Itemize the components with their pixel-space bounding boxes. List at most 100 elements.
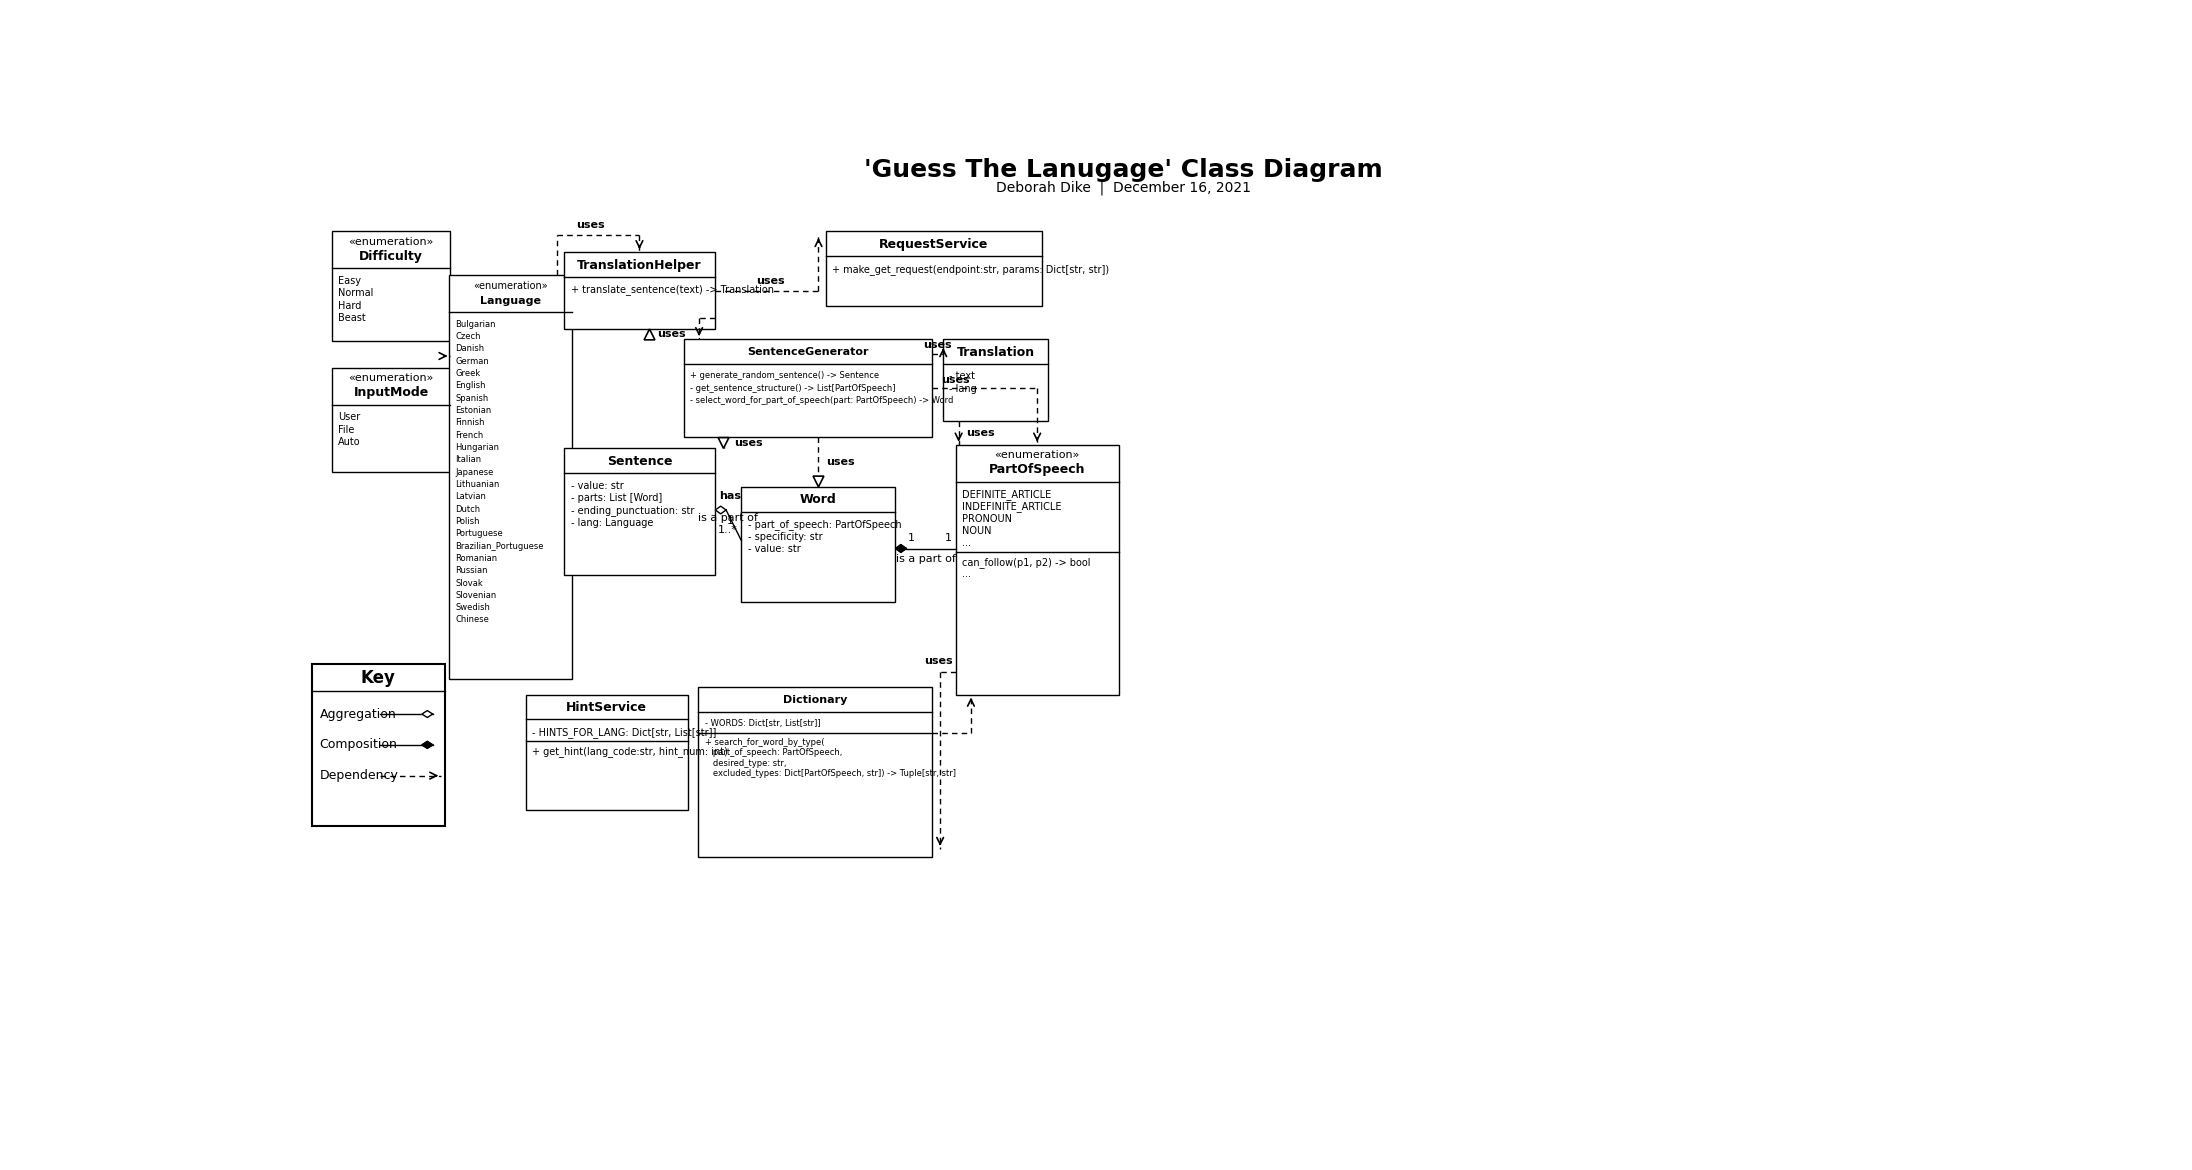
- Bar: [956, 445, 1118, 695]
- Text: DEFINITE_ARTICLE: DEFINITE_ARTICLE: [962, 489, 1050, 500]
- Text: Normal: Normal: [338, 288, 373, 298]
- Text: Sentence: Sentence: [607, 455, 673, 468]
- Text: uses: uses: [826, 456, 855, 467]
- Text: Chinese: Chinese: [456, 615, 489, 625]
- Text: Finnish: Finnish: [456, 419, 484, 427]
- Text: is a part of: is a part of: [897, 555, 956, 564]
- Bar: [526, 695, 688, 811]
- Text: Composition: Composition: [320, 738, 397, 751]
- Text: 1: 1: [907, 532, 914, 543]
- Polygon shape: [644, 329, 655, 339]
- Text: - ending_punctuation: str: - ending_punctuation: str: [570, 505, 695, 516]
- Text: - HINTS_FOR_LANG: Dict[str, List[str]]: - HINTS_FOR_LANG: Dict[str, List[str]]: [533, 727, 717, 738]
- Text: InputMode: InputMode: [353, 386, 430, 399]
- Text: uses: uses: [940, 376, 969, 385]
- Text: Dependency: Dependency: [320, 769, 399, 783]
- Text: 'Guess The Lanugage' Class Diagram: 'Guess The Lanugage' Class Diagram: [864, 158, 1383, 181]
- Text: uses: uses: [925, 656, 954, 666]
- Text: Beast: Beast: [338, 312, 366, 323]
- Text: PRONOUN: PRONOUN: [962, 514, 1013, 524]
- Text: ...: ...: [962, 570, 971, 579]
- Text: ...: ...: [962, 538, 971, 549]
- Text: + generate_random_sentence() -> Sentence: + generate_random_sentence() -> Sentence: [690, 371, 879, 380]
- Text: Brazilian_Portuguese: Brazilian_Portuguese: [456, 542, 544, 551]
- Text: Dictionary: Dictionary: [783, 695, 848, 706]
- Bar: [331, 367, 449, 472]
- Text: «enumeration»: «enumeration»: [349, 373, 434, 384]
- Text: Hungarian: Hungarian: [456, 443, 500, 452]
- Text: Greek: Greek: [456, 369, 480, 378]
- Text: «enumeration»: «enumeration»: [995, 450, 1081, 460]
- Text: Bulgarian: Bulgarian: [456, 319, 495, 329]
- Text: INDEFINITE_ARTICLE: INDEFINITE_ARTICLE: [962, 502, 1061, 512]
- Text: Hard: Hard: [338, 301, 362, 310]
- Text: Latvian: Latvian: [456, 493, 487, 501]
- Text: File: File: [338, 425, 355, 434]
- Text: can_follow(p1, p2) -> bool: can_follow(p1, p2) -> bool: [962, 557, 1089, 567]
- Text: Dutch: Dutch: [456, 504, 480, 514]
- Text: - select_word_for_part_of_speech(part: PartOfSpeech) -> Word: - select_word_for_part_of_speech(part: P…: [690, 395, 954, 405]
- Text: - lang: Language: - lang: Language: [570, 517, 653, 528]
- Text: - lang: - lang: [949, 384, 978, 394]
- Text: has: has: [719, 491, 741, 501]
- Text: + get_hint(lang_code:str, hint_num: int): + get_hint(lang_code:str, hint_num: int): [533, 745, 728, 757]
- Text: Word: Word: [800, 494, 837, 507]
- Text: User: User: [338, 412, 359, 422]
- Text: «enumeration»: «enumeration»: [473, 281, 548, 291]
- Bar: [699, 687, 932, 856]
- Text: French: French: [456, 431, 482, 440]
- Text: HintService: HintService: [566, 701, 647, 715]
- Text: Key: Key: [362, 669, 397, 687]
- Text: 1: 1: [945, 532, 951, 543]
- Text: Slovak: Slovak: [456, 578, 482, 587]
- Text: 1: 1: [728, 516, 734, 525]
- Text: uses: uses: [756, 276, 785, 287]
- Bar: [826, 232, 1041, 305]
- Text: Aggregation: Aggregation: [320, 708, 397, 721]
- Text: Lithuanian: Lithuanian: [456, 480, 500, 489]
- Bar: [331, 232, 449, 340]
- Polygon shape: [813, 476, 824, 487]
- Text: Translation: Translation: [956, 345, 1035, 359]
- Text: - WORDS: Dict[str, List[str]]: - WORDS: Dict[str, List[str]]: [704, 720, 820, 729]
- Polygon shape: [897, 545, 905, 552]
- Text: Spanish: Spanish: [456, 394, 489, 402]
- Text: German: German: [456, 357, 489, 366]
- Text: - part_of_speech: PartOfSpeech: - part_of_speech: PartOfSpeech: [747, 519, 901, 530]
- Text: English: English: [456, 381, 487, 391]
- Text: Russian: Russian: [456, 566, 487, 576]
- Text: TranslationHelper: TranslationHelper: [576, 259, 701, 271]
- Text: uses: uses: [734, 438, 763, 448]
- Text: Romanian: Romanian: [456, 553, 498, 563]
- Text: Swedish: Swedish: [456, 604, 491, 612]
- Text: Slovenian: Slovenian: [456, 591, 495, 600]
- Text: uses: uses: [576, 220, 605, 230]
- Text: Polish: Polish: [456, 517, 480, 526]
- Text: - value: str: - value: str: [570, 481, 623, 490]
- Text: Deborah Dike  |  December 16, 2021: Deborah Dike | December 16, 2021: [995, 181, 1252, 195]
- Bar: [563, 252, 715, 329]
- Text: Estonian: Estonian: [456, 406, 491, 415]
- Text: - text: - text: [949, 371, 975, 381]
- Text: RequestService: RequestService: [879, 238, 989, 250]
- Text: Easy: Easy: [338, 276, 362, 285]
- Text: uses: uses: [658, 329, 686, 339]
- Polygon shape: [719, 438, 730, 448]
- Bar: [741, 487, 897, 603]
- Text: Language: Language: [480, 296, 541, 305]
- Bar: [684, 339, 932, 436]
- Text: Difficulty: Difficulty: [359, 250, 423, 263]
- Text: - value: str: - value: str: [747, 544, 800, 553]
- Text: SentenceGenerator: SentenceGenerator: [747, 347, 868, 357]
- Text: Japanese: Japanese: [456, 468, 493, 476]
- Text: NOUN: NOUN: [962, 526, 991, 536]
- Polygon shape: [421, 742, 432, 749]
- Text: Portuguese: Portuguese: [456, 529, 502, 538]
- Text: + translate_sentence(text) -> Translation: + translate_sentence(text) -> Translatio…: [570, 284, 774, 295]
- Bar: [563, 448, 715, 576]
- Text: - specificity: str: - specificity: str: [747, 531, 822, 542]
- Text: - parts: List [Word]: - parts: List [Word]: [570, 493, 662, 503]
- Text: is a part of: is a part of: [699, 512, 758, 523]
- Text: «enumeration»: «enumeration»: [349, 238, 434, 247]
- Bar: [449, 275, 572, 680]
